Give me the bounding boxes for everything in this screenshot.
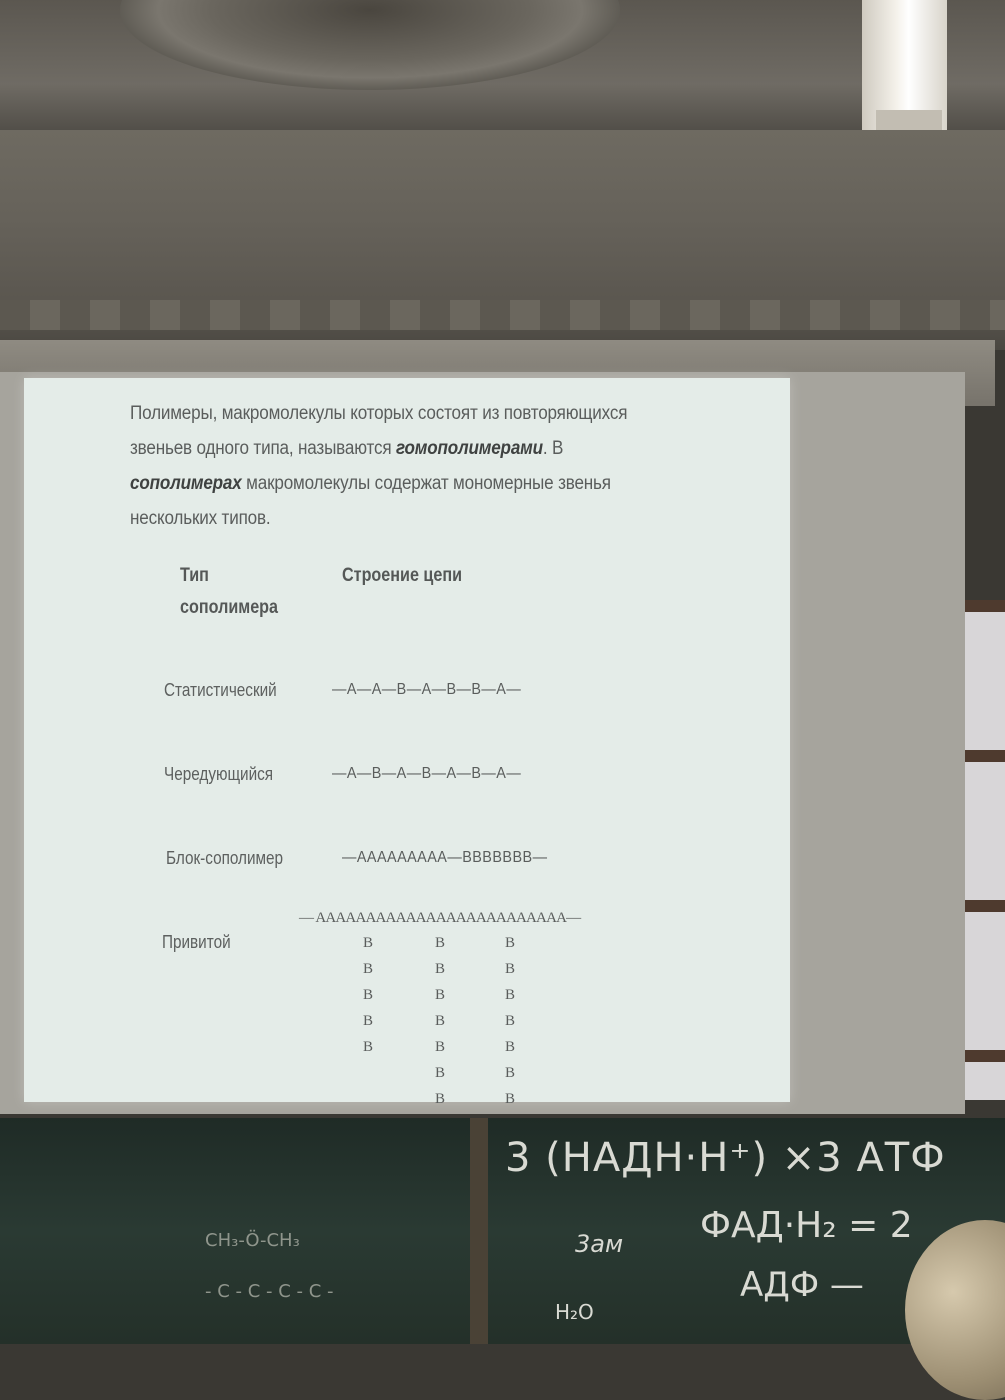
term-copolymers: сополимерах	[130, 473, 242, 494]
branch-unit: B	[362, 961, 373, 977]
row-label-statistical: Статистический	[164, 680, 277, 700]
row-label-graft: Привитой	[162, 932, 231, 952]
branch-unit: B	[434, 1013, 445, 1029]
branch-unit: B	[504, 935, 515, 951]
branch-unit: B	[504, 987, 515, 1003]
branch-unit: B	[504, 1013, 515, 1029]
para-text-2: . В	[542, 438, 564, 459]
graft-branch-1: B B B B B	[358, 930, 378, 1060]
chalk-line-3: 3ам	[575, 1230, 624, 1258]
header-type-line-2: сополимера	[180, 597, 279, 618]
wall-molding	[0, 300, 1005, 330]
chalk-line-5: H₂O	[555, 1300, 594, 1324]
graft-branch-2: B B B B B B B	[430, 930, 450, 1112]
header-type-line-1: Тип	[180, 565, 209, 586]
branch-unit: B	[434, 1039, 445, 1055]
row-label-alternating: Чередующийся	[164, 764, 274, 784]
chalk-left-line-2: - C - C - C - C -	[205, 1281, 334, 1302]
branch-unit: B	[434, 1091, 445, 1107]
blackboard	[0, 1118, 1005, 1344]
branch-unit: B	[362, 1013, 373, 1029]
branch-unit: B	[504, 1065, 515, 1081]
branch-unit: B	[434, 1065, 445, 1081]
graft-branch-3: B B B B B B B	[500, 930, 520, 1112]
slide-paragraph: Полимеры, макромолекулы которых состоят …	[130, 396, 679, 536]
branch-unit: B	[504, 1091, 515, 1107]
chain-block: —AAAAAAAAA—BBBBBBB—	[342, 849, 548, 866]
term-homopolymers: гомополимерами	[395, 438, 543, 459]
chalk-line-4: АДФ —	[740, 1265, 864, 1305]
chalk-line-1: 3 (НАДН·Н⁺) ×3 АТФ	[505, 1135, 946, 1181]
chain-statistical: —A—A—B—A—B—B—A—	[332, 681, 522, 698]
branch-unit: B	[362, 987, 373, 1003]
para-text-3: макромолекулы содержат мономерные звенья…	[130, 473, 611, 529]
projected-slide: Полимеры, макромолекулы которых состоят …	[24, 378, 790, 1107]
chain-alternating: —A—B—A—B—A—B—A—	[332, 765, 522, 782]
blackboard-frame	[470, 1118, 488, 1344]
branch-unit: B	[434, 935, 445, 951]
branch-unit: B	[434, 987, 445, 1003]
branch-unit: B	[362, 1039, 373, 1055]
chalk-formula-left: CH₃-Ö-CH₃ - C - C - C - C -	[205, 1230, 334, 1302]
chalk-left-line-1: CH₃-Ö-CH₃	[205, 1230, 300, 1251]
graft-main-chain: — AAAAAAAAAAAAAAAAAAAAAAAAA—	[299, 910, 581, 926]
row-label-block: Блок-сополимер	[166, 848, 284, 868]
window	[965, 600, 1005, 1100]
header-copolymer-type: Тип сополимера	[180, 560, 278, 624]
branch-unit: B	[504, 961, 515, 977]
branch-unit: B	[504, 1039, 515, 1055]
header-chain-structure: Строение цепи	[342, 565, 463, 586]
branch-unit: B	[434, 961, 445, 977]
para-text-1: Полимеры, макромолекулы которых состоят …	[130, 403, 628, 459]
chalk-line-2: ФАД·Н₂ = 2	[700, 1205, 913, 1246]
branch-unit: B	[362, 935, 373, 951]
